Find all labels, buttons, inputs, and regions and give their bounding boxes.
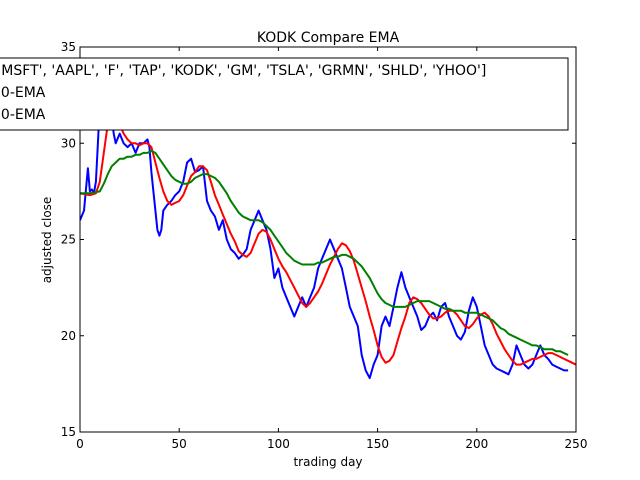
x-tick-label: 150 <box>366 437 389 451</box>
x-tick-label: 0 <box>76 437 84 451</box>
x-axis-title: trading day <box>293 455 362 469</box>
legend-entry-10-ema: 10-EMA <box>0 85 46 101</box>
series-line-50-ema <box>80 149 569 356</box>
x-tick-label: 200 <box>465 437 488 451</box>
y-axis-title: adjusted close <box>40 197 54 284</box>
y-tick-label: 35 <box>61 40 76 54</box>
chart-title: KODK Compare EMA <box>257 30 400 46</box>
legend: ['MSFT', 'AAPL', 'F', 'TAP', 'KODK', 'GM… <box>0 57 569 131</box>
legend-entry-50-ema: 50-EMA <box>0 107 46 123</box>
x-tick-label: 250 <box>565 437 588 451</box>
series-line-10-ema <box>80 103 576 366</box>
series-line-stocks <box>80 65 569 380</box>
plot-area <box>80 65 576 380</box>
y-tick-label: 15 <box>61 425 76 439</box>
y-tick-label: 25 <box>61 233 76 247</box>
x-tick-label: 50 <box>172 437 187 451</box>
y-tick-label: 30 <box>61 136 76 150</box>
ticks: 0 50 100 150 200 250 15 20 25 30 35 <box>61 40 588 451</box>
y-tick-label: 20 <box>61 329 76 343</box>
legend-entry-stocks: ['MSFT', 'AAPL', 'F', 'TAP', 'KODK', 'GM… <box>0 63 486 79</box>
legend-box <box>0 57 569 131</box>
x-tick-label: 100 <box>267 437 290 451</box>
